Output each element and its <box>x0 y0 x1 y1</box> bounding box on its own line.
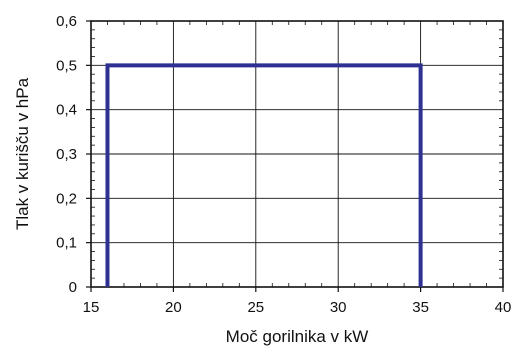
y-tick-label: 0,4 <box>56 102 77 119</box>
x-tick-label: 40 <box>495 299 512 316</box>
series-line <box>105 63 423 287</box>
y-tick-label: 0,5 <box>56 57 77 74</box>
grid <box>86 20 504 292</box>
x-tick-label: 15 <box>83 299 100 316</box>
y-axis-title: Tlak v kurišču v hPa <box>13 77 32 230</box>
x-tick-label: 35 <box>412 299 429 316</box>
x-axis-title: Moč gorilnika v kW <box>226 327 369 346</box>
x-tick-label: 25 <box>247 299 264 316</box>
y-tick-label: 0 <box>69 279 77 296</box>
y-tick-label: 0,3 <box>56 146 77 163</box>
y-tick-label: 0,1 <box>56 235 77 252</box>
y-tick-label: 0,2 <box>56 190 77 207</box>
y-tick-labels: 0 0,1 0,2 0,3 0,4 0,5 0,6 <box>56 13 77 296</box>
plot-frame <box>90 20 504 288</box>
x-tick-labels: 15 20 25 30 35 40 <box>83 299 512 316</box>
y-tick-label: 0,6 <box>56 13 77 30</box>
x-tick-label: 30 <box>330 299 347 316</box>
x-tick-label: 20 <box>165 299 182 316</box>
